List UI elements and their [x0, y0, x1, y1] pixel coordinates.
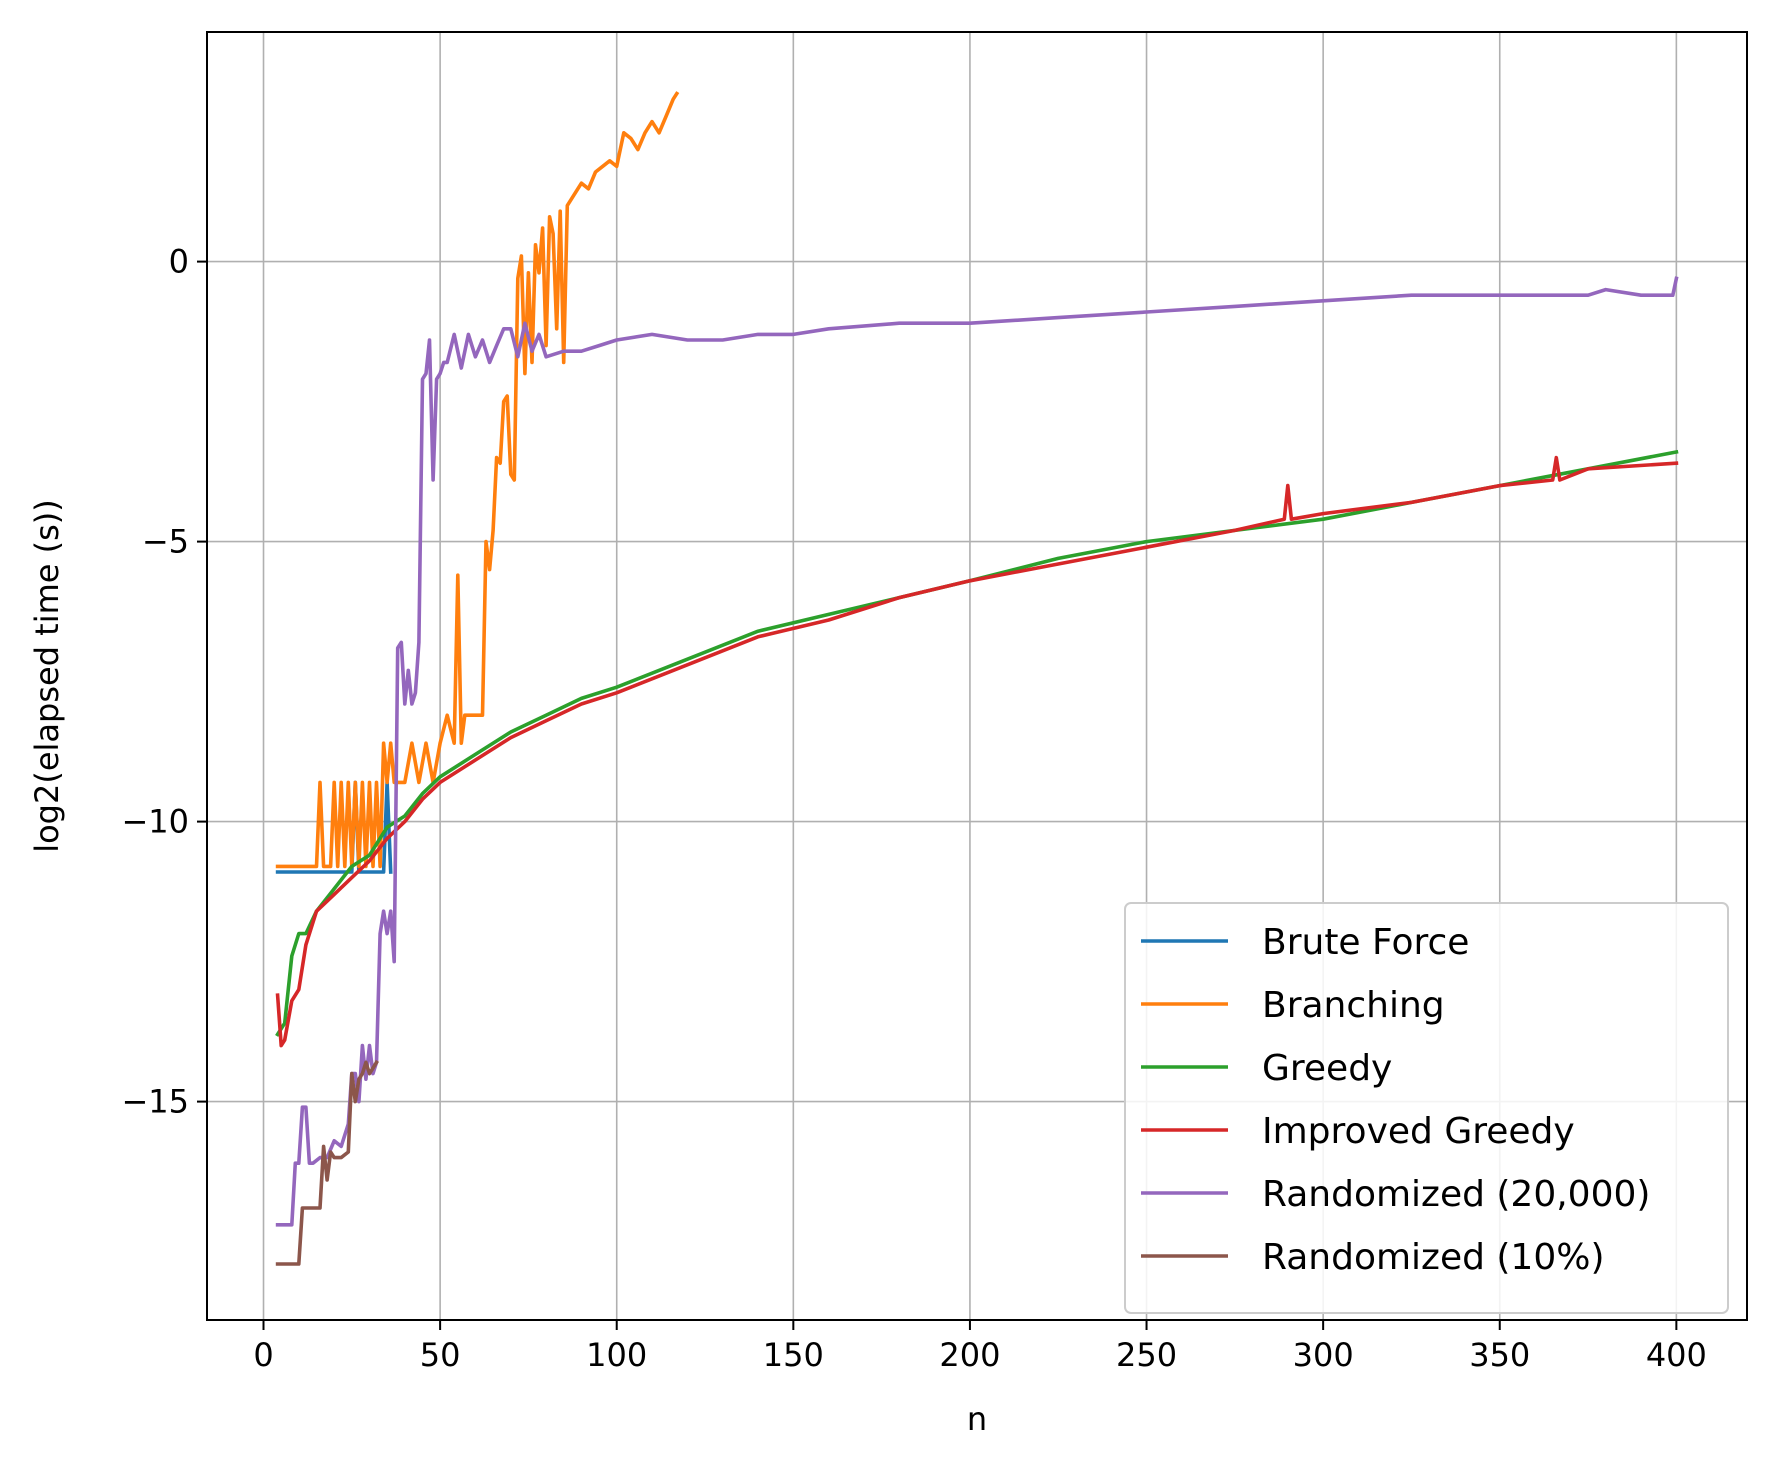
legend-label: Branching: [1262, 985, 1445, 1026]
grid: [207, 32, 1747, 1320]
y-axis-label: log2(elapsed time (s)): [28, 499, 66, 853]
x-tick-label: 150: [763, 1336, 824, 1374]
x-tick-label: 300: [1293, 1336, 1354, 1374]
legend-box: [1124, 902, 1729, 1314]
axes-frame: [206, 31, 1748, 1321]
x-tick-label: 100: [586, 1336, 647, 1374]
plot-area: [275, 91, 1679, 1266]
x-tick-label: 250: [1116, 1336, 1177, 1374]
x-tick-label: 350: [1469, 1336, 1530, 1374]
x-tick-label: 400: [1646, 1336, 1707, 1374]
legend: Brute Force Branching Greedy Improved Greed…: [1124, 902, 1729, 1314]
series-line-3: [275, 455, 1679, 1048]
legend-label: Greedy: [1262, 1048, 1392, 1089]
y-tick-label: −15: [121, 1083, 189, 1121]
y-tick-label: −10: [121, 803, 189, 841]
x-axis-label: n: [967, 1400, 987, 1438]
legend-label: Improved Greedy: [1262, 1111, 1575, 1152]
legend-label: Randomized (10%): [1262, 1237, 1605, 1278]
legend-label: Randomized (20,000): [1262, 1174, 1650, 1215]
series-line-5: [275, 1059, 379, 1266]
y-tick-label: 0: [169, 243, 189, 281]
x-tick-label: 200: [939, 1336, 1000, 1374]
x-tick-label: 0: [253, 1336, 273, 1374]
axis-ticks: 0 50 100 150 200 250 300 350 400 0 −5 −10 −15: [121, 243, 1706, 1374]
y-tick-label: −5: [142, 523, 189, 561]
series-line-1: [275, 91, 680, 869]
legend-label: Brute Force: [1262, 922, 1469, 963]
series-line-0: [275, 780, 393, 874]
x-tick-label: 50: [420, 1336, 461, 1374]
